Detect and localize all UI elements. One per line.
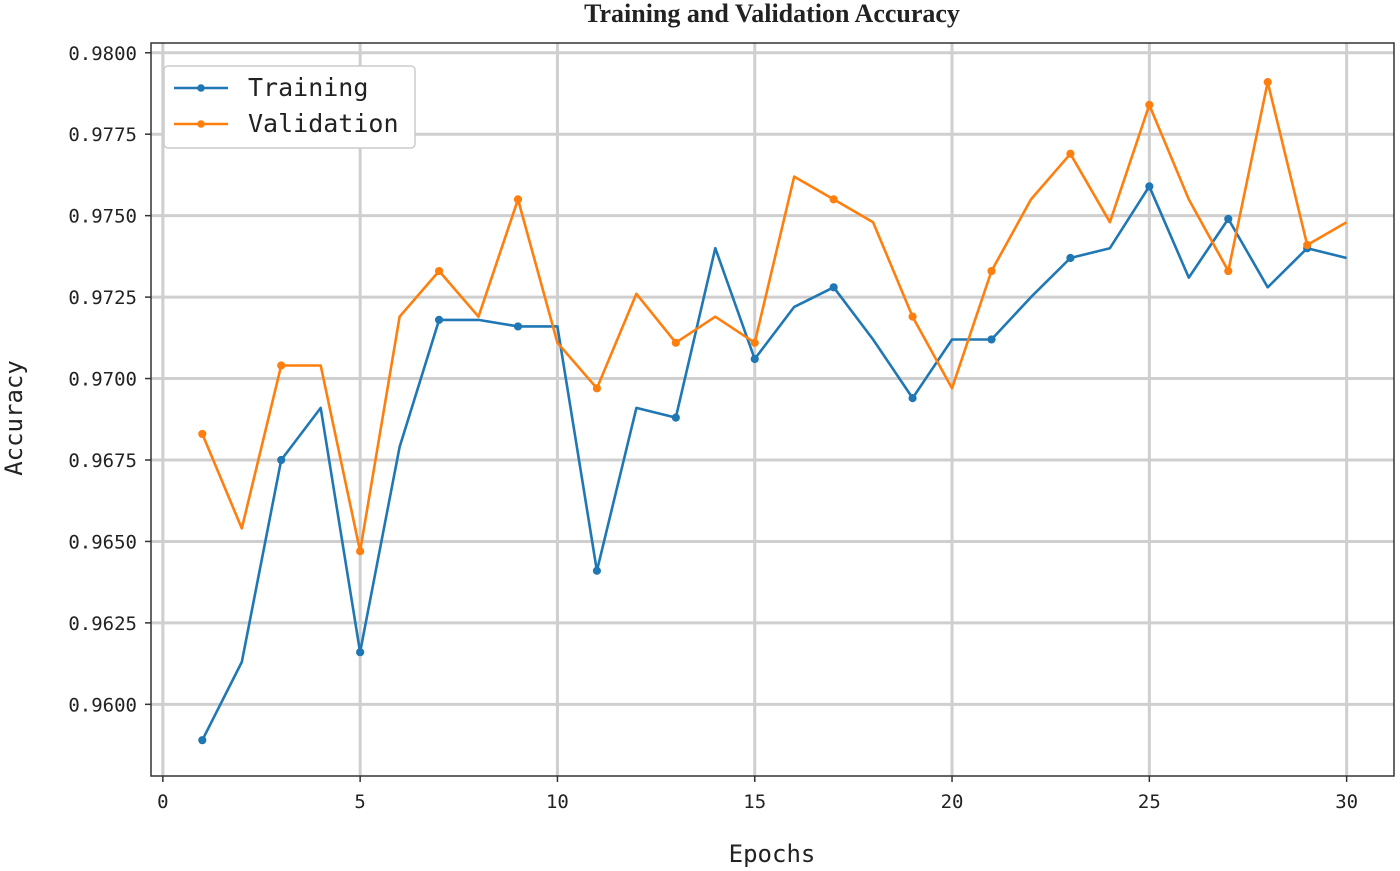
chart-title: Training and Validation Accuracy — [584, 0, 960, 28]
data-point-training — [592, 566, 602, 575]
series-line-validation — [201, 80, 1348, 553]
data-point-training — [198, 736, 207, 745]
data-point-training — [434, 315, 444, 325]
y-tick-label: 0.9725 — [68, 287, 137, 309]
x-tick-label: 25 — [1138, 791, 1161, 813]
y-tick-label: 0.9800 — [68, 43, 137, 65]
data-point-validation — [434, 266, 444, 276]
data-point-validation — [198, 429, 207, 439]
data-point-validation — [987, 266, 996, 276]
data-point-training — [1145, 182, 1154, 191]
x-tick-label: 20 — [941, 791, 964, 813]
x-tick-label: 10 — [546, 791, 569, 813]
data-point-training — [1224, 214, 1233, 224]
x-axis-label: Epochs — [729, 840, 816, 868]
data-point-training — [908, 393, 917, 403]
data-point-training — [1066, 253, 1075, 263]
y-tick-label: 0.9700 — [68, 369, 137, 391]
data-point-validation — [513, 195, 523, 204]
grid — [151, 43, 1394, 776]
data-point-validation — [1303, 240, 1312, 250]
ticks: 0 5 10 15 20 25 30 0.9600 0.9625 0.9650 0.9675 0.97… — [68, 43, 1358, 813]
data-point-validation — [671, 338, 680, 347]
data-point-validation — [908, 312, 917, 321]
data-point-validation — [1224, 266, 1233, 276]
y-tick-label: 0.9675 — [68, 450, 137, 472]
data-point-training — [829, 283, 838, 292]
data-point-validation — [750, 338, 759, 347]
legend-box — [163, 65, 416, 149]
data-point-training — [356, 648, 365, 657]
y-tick-label: 0.9750 — [68, 206, 137, 228]
x-tick-label: 30 — [1335, 791, 1358, 813]
legend: Training Validation — [163, 65, 416, 149]
data-point-training — [277, 455, 286, 465]
x-tick-label: 0 — [157, 791, 168, 813]
data-point-validation — [356, 547, 365, 556]
legend-marker-training — [197, 84, 205, 92]
data-point-training — [987, 335, 996, 344]
legend-label-validation: Validation — [248, 109, 399, 138]
data-point-validation — [829, 195, 838, 204]
plot-frame — [150, 42, 1395, 777]
data-point-validation — [592, 384, 602, 393]
x-tick-label: 15 — [743, 791, 766, 813]
legend-label-training: Training — [248, 73, 368, 102]
y-tick-label: 0.9650 — [68, 531, 137, 553]
y-tick-label: 0.9625 — [68, 613, 137, 635]
x-tick-label: 5 — [354, 791, 365, 813]
data-point-validation — [1263, 77, 1272, 87]
y-axis-label: Accuracy — [0, 360, 28, 476]
data-point-validation — [277, 361, 286, 370]
y-tick-label: 0.9600 — [68, 694, 137, 716]
data-point-training — [750, 354, 759, 364]
y-tick-label: 0.9775 — [68, 124, 137, 146]
data-point-validation — [1066, 149, 1075, 158]
data-point-training — [671, 413, 680, 422]
data-point-training — [513, 322, 523, 331]
data-point-validation — [1145, 100, 1154, 109]
series-line-training — [201, 185, 1347, 741]
legend-marker-validation — [197, 120, 205, 128]
series-layer — [198, 77, 1348, 745]
